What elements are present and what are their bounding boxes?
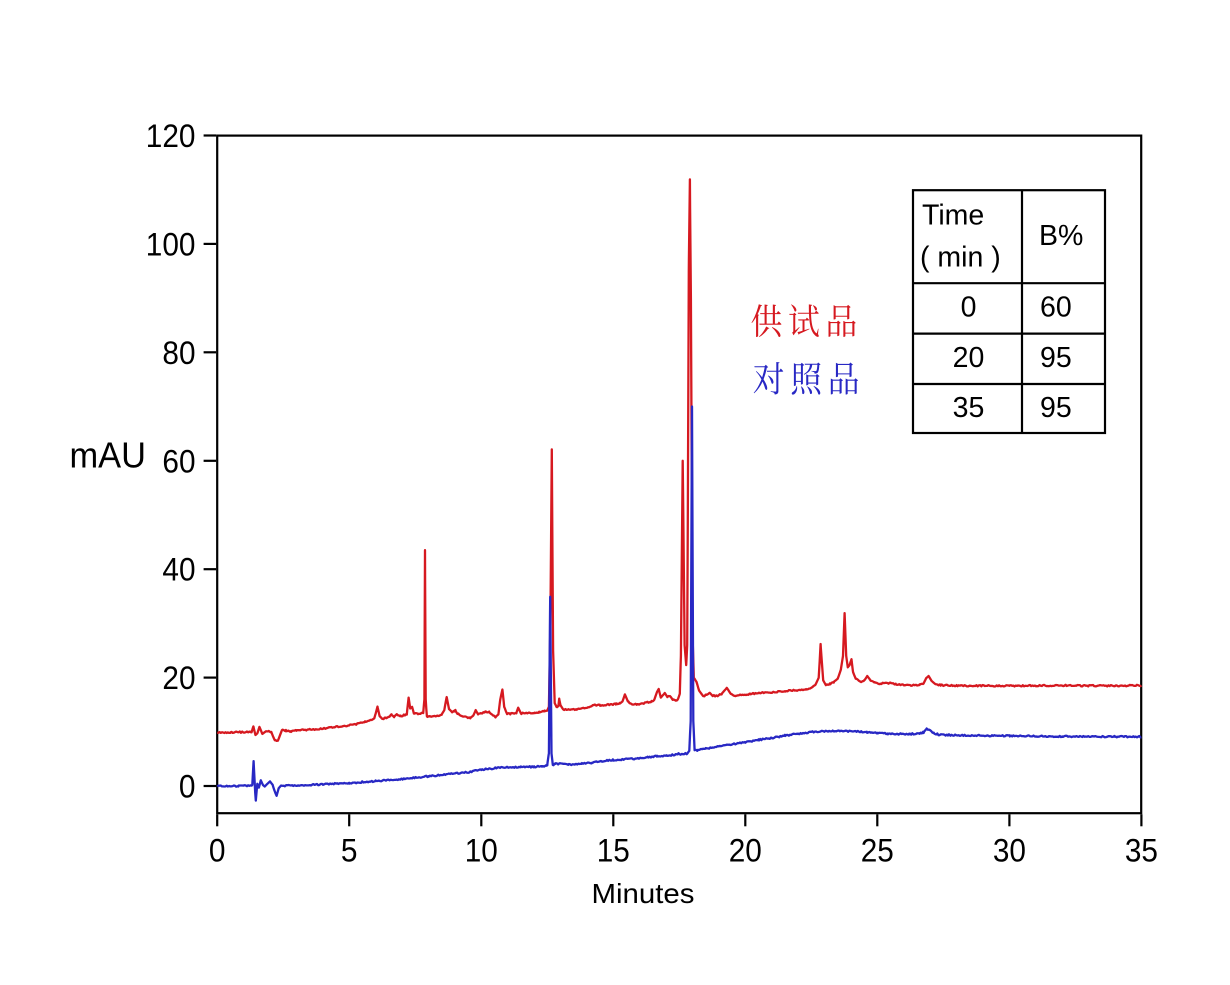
svg-text:5: 5: [341, 833, 358, 869]
svg-text:Time: Time: [922, 200, 984, 232]
svg-text:15: 15: [597, 833, 630, 869]
svg-text:120: 120: [146, 118, 196, 154]
svg-text:20: 20: [953, 342, 985, 374]
svg-text:B%: B%: [1039, 220, 1083, 252]
svg-text:100: 100: [146, 226, 196, 262]
svg-text:80: 80: [162, 335, 195, 371]
svg-text:0: 0: [209, 833, 226, 869]
svg-text:mAU: mAU: [70, 435, 147, 476]
svg-text:10: 10: [465, 833, 498, 869]
svg-text:60: 60: [162, 443, 195, 479]
svg-text:95: 95: [1040, 392, 1072, 424]
svg-text:35: 35: [1125, 833, 1158, 869]
svg-text:25: 25: [861, 833, 894, 869]
svg-text:40: 40: [162, 552, 195, 588]
svg-text:60: 60: [1040, 292, 1072, 324]
svg-text:95: 95: [1040, 342, 1072, 374]
svg-text:35: 35: [953, 392, 985, 424]
svg-text:Minutes: Minutes: [592, 878, 695, 909]
svg-text:20: 20: [729, 833, 762, 869]
svg-text:30: 30: [993, 833, 1026, 869]
svg-text:( min ): ( min ): [920, 242, 1001, 274]
svg-text:0: 0: [179, 769, 196, 805]
svg-text:0: 0: [961, 292, 977, 324]
svg-text:20: 20: [162, 660, 195, 696]
